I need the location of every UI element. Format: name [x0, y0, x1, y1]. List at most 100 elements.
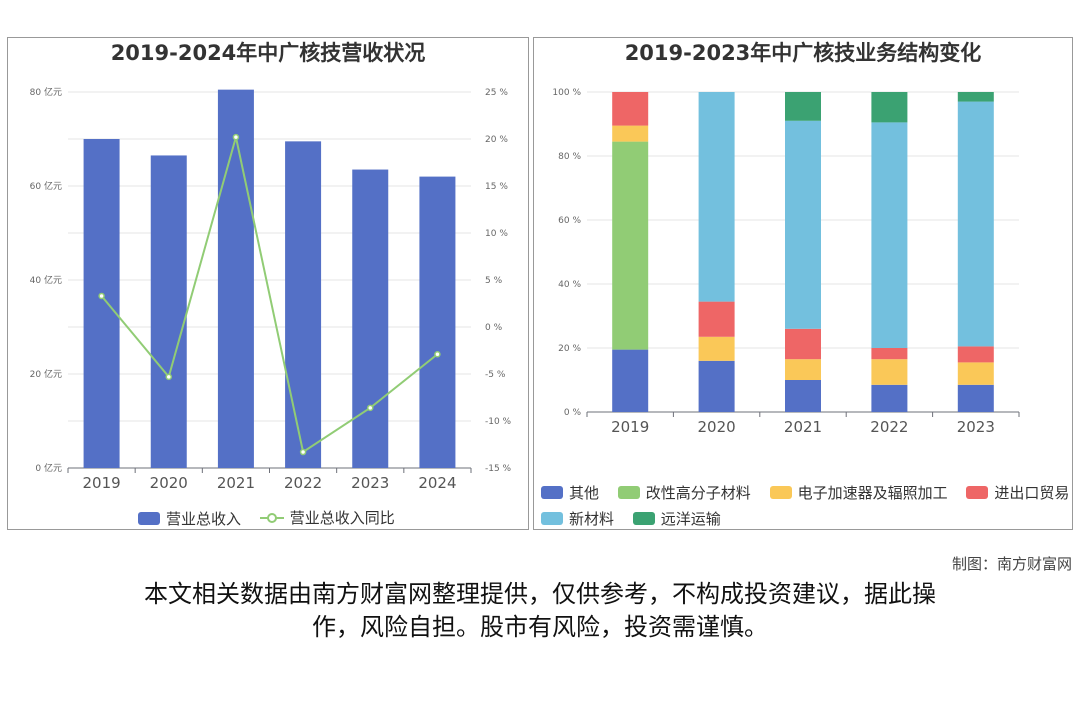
x-tick-label: 2020	[150, 474, 188, 492]
legend-label-yoy: 营业总收入同比	[289, 509, 395, 527]
revenue-bar	[352, 169, 389, 469]
y-tick-label: 60 亿元	[30, 180, 62, 192]
stacked-bar-segment	[612, 141, 649, 350]
x-tick-label: 2022	[870, 418, 908, 436]
stacked-bar-segment	[612, 92, 649, 126]
x-tick-label: 2023	[351, 474, 389, 492]
stacked-bar-segment	[871, 92, 908, 123]
structure-chart-svg: 0 % 20 % 40 % 60 % 80 % 100 % 2019 2020 2021 2022…	[552, 88, 1020, 436]
x-tick-label: 2019	[82, 474, 120, 492]
x-tick-label: 2023	[957, 418, 995, 436]
legend-swatch-new-material	[541, 512, 563, 525]
legend-item-revenue[interactable]: 营业总收入	[138, 508, 241, 529]
stacked-bar-segment	[698, 301, 735, 337]
y-tick-label: 40 %	[558, 280, 581, 290]
legend-item-trade[interactable]: 进出口贸易	[966, 482, 1069, 503]
stacked-bar-segment	[871, 348, 908, 360]
x-tick-label: 2019	[611, 418, 649, 436]
legend-line-icon	[259, 512, 284, 523]
chart-credit: 制图：南方财富网	[951, 555, 1072, 573]
structure-chart-panel: 2019-2023年中广核技业务结构变化 0 % 20 % 40 % 60 % 80 %…	[533, 37, 1073, 530]
y-tick-label: 0 %	[564, 408, 582, 418]
legend-label-trade: 进出口贸易	[994, 484, 1070, 502]
legend-label-shipping: 远洋运输	[660, 510, 721, 528]
yoy-point	[98, 292, 105, 300]
legend-item-yoy[interactable]: 营业总收入同比	[259, 507, 395, 528]
yoy-point	[367, 404, 374, 412]
revenue-chart-legend: 营业总收入 营业总收入同比	[138, 507, 409, 529]
x-tick-label: 2022	[284, 474, 322, 492]
legend-swatch-accelerator	[769, 486, 792, 499]
stacked-bar-segment	[871, 359, 908, 385]
y-tick-label: 80 %	[558, 152, 581, 162]
x-tick-label: 2020	[698, 418, 736, 436]
stacked-bar-segment	[957, 92, 994, 102]
legend-item-new-material[interactable]: 新材料	[541, 508, 614, 529]
revenue-bar	[150, 155, 187, 468]
stacked-bar-segment	[698, 360, 735, 412]
revenue-chart-panel: 2019-2024年中广核技营收状况 0 亿元 20 亿元 40 亿元 60 亿元 80…	[7, 37, 529, 530]
stacked-bar-segment	[871, 122, 908, 349]
stacked-bar-segment	[957, 362, 994, 385]
yoy-point	[232, 133, 240, 141]
yoy-point	[165, 373, 172, 381]
y2-tick-label: -5 %	[485, 370, 506, 380]
stacked-bar-segment	[871, 384, 908, 412]
legend-label-other: 其他	[569, 484, 600, 502]
disclaimer-line-2: 作，风险自担。股市有风险，投资需谨慎。	[312, 613, 768, 641]
stacked-bar-segment	[785, 359, 821, 380]
yoy-point	[299, 448, 307, 456]
x-tick-label: 2021	[217, 474, 255, 492]
y-tick-label: 20 %	[558, 344, 581, 354]
structure-chart-legend: 其他 改性高分子材料 电子加速器及辐照加工 进出口贸易 新材料 远洋运输	[541, 482, 1071, 532]
y2-tick-label: 0 %	[485, 323, 503, 333]
stacked-bar-segment	[957, 101, 994, 347]
y-tick-label: 20 亿元	[30, 368, 62, 380]
legend-swatch-trade	[966, 486, 989, 499]
y2-tick-label: 15 %	[485, 182, 508, 192]
stacked-bar-segment	[785, 380, 821, 412]
y2-tick-label: -10 %	[485, 417, 512, 427]
revenue-chart-svg: 0 亿元 20 亿元 40 亿元 60 亿元 80 亿元 -15 % -10 % -5 % 0 …	[30, 86, 512, 492]
x-tick-label: 2021	[784, 418, 822, 436]
legend-swatch-polymer	[617, 486, 640, 499]
legend-swatch-shipping	[632, 512, 655, 525]
yoy-point	[434, 351, 441, 358]
legend-swatch-other	[541, 486, 563, 499]
revenue-bar	[83, 139, 120, 468]
revenue-chart-title: 2019-2024年中广核技营收状况	[110, 41, 426, 65]
stacked-bar-segment	[957, 384, 994, 412]
legend-item-accelerator[interactable]: 电子加速器及辐照加工	[769, 482, 948, 503]
stacked-bar-segment	[698, 92, 735, 302]
legend-item-other[interactable]: 其他	[541, 482, 599, 503]
legend-swatch-revenue	[138, 511, 160, 525]
stacked-bar-segment	[612, 125, 649, 142]
y-tick-label: 100 %	[552, 88, 581, 98]
stacked-bar-segment	[612, 349, 649, 412]
structure-chart-title: 2019-2023年中广核技业务结构变化	[624, 41, 982, 65]
y2-tick-label: 20 %	[485, 135, 508, 145]
stacked-bar-segment	[785, 328, 821, 360]
legend-label-polymer: 改性高分子材料	[645, 484, 751, 502]
legend-item-polymer[interactable]: 改性高分子材料	[617, 482, 751, 503]
revenue-bar	[217, 89, 254, 469]
stacked-bar-segment	[785, 92, 821, 121]
legend-item-shipping[interactable]: 远洋运输	[632, 508, 721, 529]
y2-tick-label: -15 %	[485, 464, 512, 474]
disclaimer: 本文相关数据由南方财富网整理提供，仅供参考，不构成投资建议，据此操 作，风险自担…	[60, 578, 1020, 644]
legend-label-accelerator: 电子加速器及辐照加工	[797, 484, 948, 502]
y-tick-label: 80 亿元	[30, 86, 62, 98]
yoy-line	[100, 136, 439, 454]
disclaimer-line-1: 本文相关数据由南方财富网整理提供，仅供参考，不构成投资建议，据此操	[144, 580, 936, 608]
revenue-bar	[419, 176, 456, 468]
y2-tick-label: 25 %	[485, 88, 508, 98]
revenue-bar	[285, 141, 322, 468]
stacked-bar-segment	[698, 336, 735, 361]
y2-tick-label: 5 %	[485, 276, 503, 286]
x-tick-label: 2024	[418, 474, 456, 492]
y2-tick-label: 10 %	[485, 229, 508, 239]
y-tick-label: 0 亿元	[35, 462, 62, 474]
y-tick-label: 40 亿元	[30, 274, 62, 286]
stacked-bar-segment	[957, 346, 994, 363]
legend-label-new-material: 新材料	[569, 510, 615, 528]
